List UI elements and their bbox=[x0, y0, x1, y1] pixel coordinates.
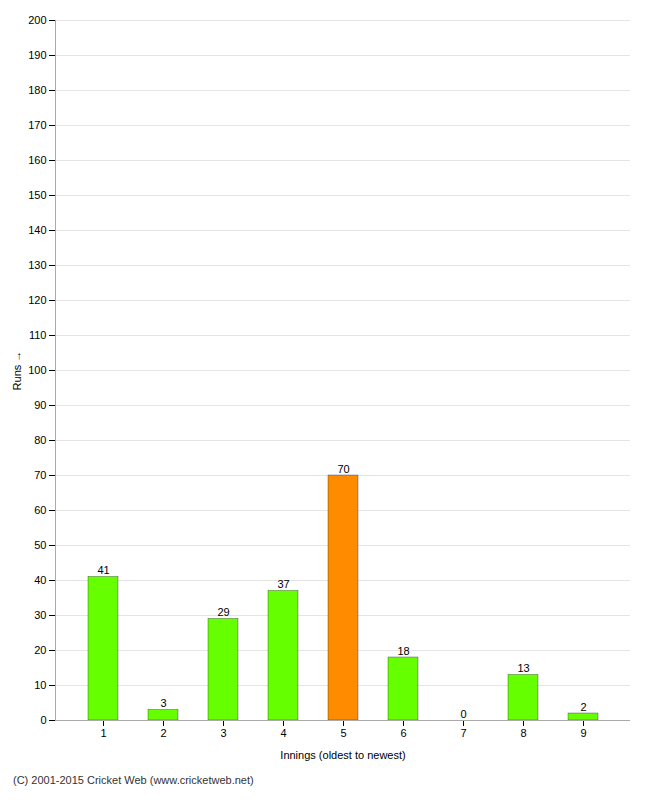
svg-text:18: 18 bbox=[397, 645, 409, 657]
svg-text:6: 6 bbox=[400, 727, 406, 739]
svg-text:10: 10 bbox=[34, 679, 46, 691]
svg-text:190: 190 bbox=[28, 49, 46, 61]
svg-text:20: 20 bbox=[34, 644, 46, 656]
svg-text:50: 50 bbox=[34, 539, 46, 551]
svg-text:2: 2 bbox=[580, 701, 586, 713]
svg-text:200: 200 bbox=[28, 14, 46, 26]
svg-text:170: 170 bbox=[28, 119, 46, 131]
svg-text:160: 160 bbox=[28, 154, 46, 166]
svg-text:1: 1 bbox=[100, 727, 106, 739]
svg-text:100: 100 bbox=[28, 364, 46, 376]
svg-text:7: 7 bbox=[460, 727, 466, 739]
svg-text:130: 130 bbox=[28, 259, 46, 271]
svg-text:40: 40 bbox=[34, 574, 46, 586]
svg-text:70: 70 bbox=[337, 463, 349, 475]
svg-text:Runs →: Runs → bbox=[11, 351, 23, 391]
svg-text:60: 60 bbox=[34, 504, 46, 516]
svg-text:120: 120 bbox=[28, 294, 46, 306]
svg-text:4: 4 bbox=[280, 727, 286, 739]
svg-text:13: 13 bbox=[517, 662, 529, 674]
svg-text:41: 41 bbox=[97, 564, 109, 576]
svg-text:150: 150 bbox=[28, 189, 46, 201]
svg-text:180: 180 bbox=[28, 84, 46, 96]
svg-text:70: 70 bbox=[34, 469, 46, 481]
html-text:(C) 2001-2015 Cricket Web (www: (C) 2001-2015 Cricket Web (www.cricketwe… bbox=[13, 774, 254, 786]
svg-text:0: 0 bbox=[40, 714, 46, 726]
svg-text:3: 3 bbox=[160, 697, 166, 709]
svg-text:Innings (oldest to newest): Innings (oldest to newest) bbox=[280, 749, 405, 761]
svg-text:0: 0 bbox=[460, 708, 466, 720]
svg-text:90: 90 bbox=[34, 399, 46, 411]
svg-text:110: 110 bbox=[29, 329, 47, 341]
svg-text:2: 2 bbox=[160, 727, 166, 739]
svg-text:5: 5 bbox=[340, 727, 346, 739]
svg-text:80: 80 bbox=[34, 434, 46, 446]
svg-text:29: 29 bbox=[217, 606, 229, 618]
svg-text:8: 8 bbox=[520, 727, 526, 739]
svg-text:3: 3 bbox=[220, 727, 226, 739]
svg-text:37: 37 bbox=[277, 578, 289, 590]
svg-text:9: 9 bbox=[580, 727, 586, 739]
svg-text:140: 140 bbox=[28, 224, 46, 236]
svg-text:30: 30 bbox=[34, 609, 46, 621]
